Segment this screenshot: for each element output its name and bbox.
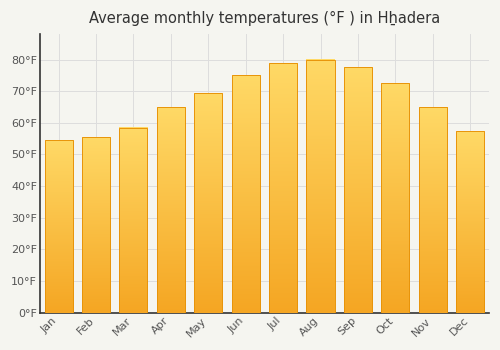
Bar [194,93,222,313]
Bar [157,107,185,313]
Bar [418,107,447,313]
Bar [344,68,372,313]
Bar [120,128,148,313]
Bar [269,63,297,313]
Title: Average monthly temperatures (°F ) in Hẖ̣adera: Average monthly temperatures (°F ) in Hẖ… [89,11,440,26]
Bar [306,60,334,313]
Bar [232,75,260,313]
Bar [382,83,409,313]
Bar [82,137,110,313]
Bar [44,140,72,313]
Bar [456,131,484,313]
